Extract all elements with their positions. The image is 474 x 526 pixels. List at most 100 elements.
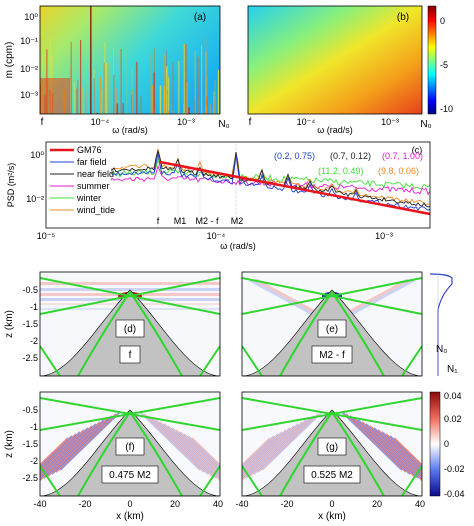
panel-a-streak	[140, 96, 143, 114]
wave-beam	[365, 423, 422, 480]
panel-e-label: (e)	[326, 324, 338, 335]
wave-beam	[373, 427, 422, 476]
panel-c-freq-label: M2 - f	[195, 216, 219, 226]
panel-c-freq-label: M2	[231, 216, 244, 226]
panel-e-profile-label: N₀	[436, 344, 447, 355]
panel-g-beams	[242, 411, 422, 481]
panel-a-streak	[178, 60, 180, 114]
panel-c: GM76 far field near field summer winter …	[6, 141, 431, 251]
panel-a-streak	[130, 89, 133, 114]
panel-b-frame	[247, 5, 423, 115]
panel-c-annotation: (0.7, 1.00)	[382, 151, 423, 161]
panel-a-streak	[69, 67, 71, 114]
panel-a-streak	[150, 53, 152, 114]
panel-d-ylabel: z (km)	[4, 310, 15, 338]
wave-beam	[361, 421, 422, 481]
panel-a-streak	[206, 75, 208, 114]
series-summer	[47, 164, 431, 196]
panel-a-streak	[151, 85, 154, 114]
panel-a-streak	[76, 88, 78, 114]
panel-f-xtick: -40	[33, 499, 46, 509]
panel-f-label-box	[115, 437, 145, 456]
wave-beam	[40, 431, 81, 473]
legend-entry: GM76	[77, 145, 102, 155]
panel-g-xlabel: x (km)	[318, 511, 346, 522]
panel-a-streak	[166, 66, 168, 114]
panel-c-annotation: (11.2, 0.49)	[318, 166, 363, 176]
panel-g: (g) 0.525 M2 -40 -20 0 20 40 x (km) 0.04…	[235, 391, 465, 522]
panel-d-freq-box	[119, 345, 141, 364]
panel-e-stratification-profile	[429, 273, 453, 376]
panel-a-frame	[39, 5, 221, 115]
colorbar-bottom-tick: 0.04	[444, 391, 462, 401]
wave-beam	[242, 433, 279, 471]
panel-e-frame	[241, 271, 423, 377]
panel-g-xtick: 40	[415, 499, 425, 509]
panel-d: (d) f -0.5 -1 -1.5 -2 -2.5 z (km)	[4, 271, 221, 377]
panel-a-streak	[172, 62, 174, 114]
panel-c-xtick: 10⁻³	[375, 231, 393, 241]
wave-beam	[242, 427, 291, 476]
panel-a-streak	[109, 74, 111, 114]
panel-e-profile-label: N₁	[447, 364, 458, 375]
panel-a-streak	[73, 81, 75, 114]
panel-a-streak	[131, 95, 133, 114]
panel-a-streak	[209, 103, 212, 114]
panel-a-streak	[186, 82, 188, 114]
panel-a-streak	[153, 72, 155, 114]
panel-a-streak	[214, 80, 216, 114]
series-near-field	[47, 149, 431, 208]
panel-b-xtick: 10⁻⁴	[297, 117, 316, 127]
colorbar-bottom-tick: -0.04	[444, 489, 465, 499]
wave-beam	[345, 413, 407, 473]
panel-a-streak	[96, 112, 98, 114]
panel-a-streak	[103, 62, 105, 114]
panel-c-frame	[45, 141, 431, 229]
panel-a-streak	[201, 45, 203, 114]
wave-beam	[51, 415, 113, 475]
panel-a-streak	[122, 103, 124, 114]
panel-a-streak	[80, 40, 82, 114]
panel-a-streak	[188, 107, 190, 114]
wave-beam	[261, 411, 323, 471]
panel-f: (f) 0.475 M2 -0.5 -1 -1.5 -2 -2.5 z (km)…	[4, 391, 223, 522]
wave-beam	[341, 411, 403, 471]
wave-beam	[155, 419, 217, 479]
panel-a-streak	[197, 57, 199, 114]
panel-f-label: (f)	[125, 442, 134, 453]
wave-beam	[147, 415, 209, 475]
panel-d-ytick: -1.5	[22, 319, 38, 329]
panel-d-ray-paths	[40, 277, 220, 376]
colorbar-bottom-tick: 0	[444, 439, 449, 449]
legend-entry: wind_tide	[76, 205, 115, 215]
panel-e-freq-label: M2 - f	[319, 350, 345, 361]
legend-entry: far field	[77, 157, 107, 167]
panel-f-xtick: 0	[127, 499, 132, 509]
wave-beam	[171, 427, 220, 476]
colorbar-top-tick: -5	[440, 60, 448, 70]
panel-g-ray-paths	[242, 397, 422, 496]
colorbar-top-tick: 0	[440, 16, 445, 26]
panel-e-label-box	[317, 319, 347, 338]
panel-f-freq-box	[101, 465, 159, 484]
panel-g-frame	[241, 391, 423, 497]
panel-g-xtick: 0	[329, 499, 334, 509]
panel-c-xlabel: ω (rad/s)	[220, 241, 256, 251]
panel-c-legend: GM76 far field near field summer winter …	[47, 143, 115, 227]
wave-beam	[59, 411, 121, 471]
panel-f-ytick: -2.5	[22, 473, 38, 483]
panel-d-ytick: -1	[30, 302, 38, 312]
panel-a-xlabel: ω (rad/s)	[112, 125, 148, 135]
panel-f-content	[40, 397, 220, 496]
panel-e-ray-paths	[242, 277, 422, 376]
wave-beam	[175, 429, 220, 474]
panel-a-ytick: 10⁰	[24, 12, 38, 22]
wave-beam	[353, 417, 415, 477]
panel-b-xtick: f	[249, 117, 252, 128]
panel-b-xtick: 10⁻³	[381, 117, 399, 127]
panel-a-streak	[217, 70, 220, 114]
panel-d-label: (d)	[124, 324, 136, 335]
panel-f-freq-label: 0.475 M2	[109, 470, 151, 481]
wave-beam	[40, 429, 85, 474]
colorbar-top-tick: -10	[440, 104, 453, 114]
